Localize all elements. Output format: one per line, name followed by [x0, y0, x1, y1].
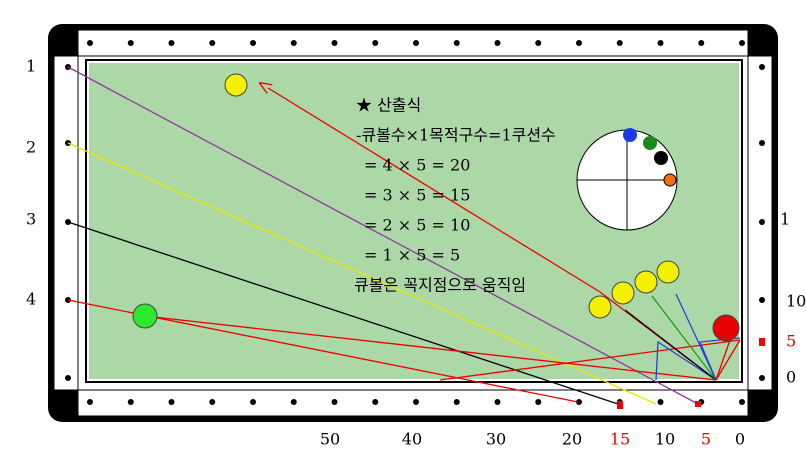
diamond — [759, 219, 765, 225]
diamond — [535, 40, 542, 46]
diamond — [535, 399, 542, 405]
diamond — [127, 399, 134, 405]
diamond — [209, 40, 216, 46]
diamond — [331, 40, 338, 46]
diamond — [372, 40, 379, 46]
formula-line: = 3 × 5 = 15 — [364, 186, 470, 205]
diamond — [698, 40, 705, 46]
formula-title: ★ 산출식 — [356, 96, 421, 115]
bottom-label: 10 — [655, 430, 675, 449]
diamond — [250, 399, 256, 405]
bottom-label: 15 — [610, 430, 630, 449]
balls — [132, 73, 765, 409]
left-label: 4 — [26, 290, 36, 309]
diamond — [657, 40, 664, 46]
diamond — [331, 399, 338, 405]
diamond — [209, 399, 216, 405]
left-label: 2 — [26, 138, 36, 157]
diamond — [576, 40, 582, 46]
diamond — [739, 40, 745, 46]
bottom-label: 40 — [402, 430, 422, 449]
diamond — [759, 297, 765, 303]
right-label: 5 — [786, 332, 796, 351]
left-label: 1 — [26, 57, 36, 76]
formula-line: = 1 × 5 = 5 — [364, 246, 460, 265]
bottom-label: 30 — [486, 430, 506, 449]
diamond — [657, 399, 664, 405]
diamond — [127, 40, 134, 46]
diamond — [453, 40, 460, 46]
diamond — [290, 399, 297, 405]
diamond — [87, 40, 93, 46]
diamonds — [65, 40, 765, 405]
formula: ★ 산출식 -큐볼수×1목적구수=1쿠션수 = 4 × 5 = 20 = 3 ×… — [354, 96, 556, 295]
diamond — [413, 399, 419, 405]
bottom-label: 20 — [562, 430, 582, 449]
diamond — [168, 40, 175, 46]
left-label: 3 — [26, 210, 36, 229]
diamond — [759, 64, 765, 70]
bottom-label: 50 — [320, 430, 340, 449]
formula-line: 큐볼은 꼭지점으로 움직임 — [354, 276, 526, 295]
diamond — [453, 399, 460, 405]
right-label: 1 — [780, 210, 790, 229]
formula-line: = 4 × 5 = 20 — [364, 156, 470, 175]
diamond — [65, 375, 71, 381]
formula-line: -큐볼수×1목적구수=1쿠션수 — [356, 126, 556, 145]
diamond — [290, 40, 297, 46]
diamond — [250, 40, 256, 46]
diamond — [616, 40, 623, 46]
bottom-label: 0 — [735, 430, 745, 449]
paths — [67, 66, 741, 405]
cue-diagram — [576, 128, 678, 231]
diamond — [739, 399, 745, 405]
bottom-label: 5 — [701, 430, 711, 449]
formula-line: = 2 × 5 = 10 — [364, 216, 470, 235]
diamond — [759, 140, 765, 146]
diamond — [759, 375, 765, 381]
right-label: 0 — [786, 368, 796, 387]
diamond — [494, 40, 501, 46]
diamond — [576, 399, 582, 405]
diamond — [494, 399, 501, 405]
diamond — [413, 40, 419, 46]
diamond — [168, 399, 175, 405]
diamond — [372, 399, 379, 405]
diamond — [87, 399, 93, 405]
right-label: 10 — [786, 292, 806, 311]
